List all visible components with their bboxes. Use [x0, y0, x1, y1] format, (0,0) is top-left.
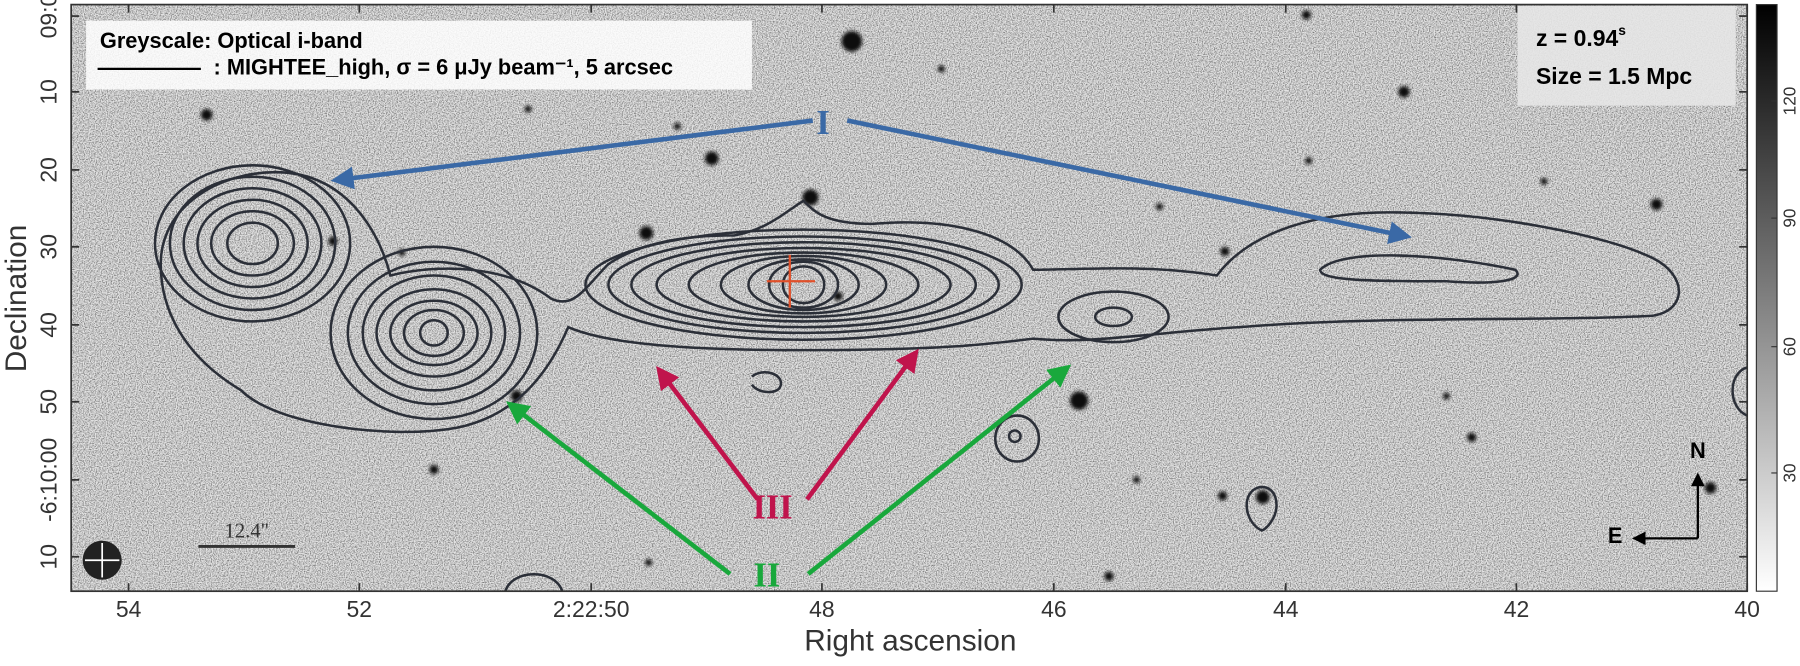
page: Greyscale: Optical i-band : MIGHTEE_high… — [0, 0, 1800, 661]
compass-north: N — [1690, 438, 1706, 463]
star — [1218, 491, 1227, 500]
y-tick-label: 40 — [36, 312, 62, 338]
x-tick-label: 46 — [1041, 596, 1067, 622]
y-tick-label: 50 — [36, 389, 62, 415]
star — [525, 106, 532, 113]
star — [938, 65, 945, 72]
y-tick-label: 09:0 — [36, 0, 62, 38]
y-tick-label: 10 — [36, 544, 62, 570]
sky-image — [71, 5, 1747, 593]
star — [1256, 490, 1270, 504]
star — [1070, 391, 1088, 409]
star — [639, 226, 653, 240]
y-axis-title: Declination — [0, 225, 33, 373]
y-tick-label: 30 — [36, 234, 62, 260]
size: Size = 1.5 Mpc — [1536, 63, 1692, 89]
x-tick-label: 52 — [347, 596, 373, 622]
figure: Greyscale: Optical i-band : MIGHTEE_high… — [0, 0, 1800, 661]
star — [674, 123, 681, 130]
x-tick-label: 40 — [1734, 596, 1760, 622]
colorbar-tick-label: 60 — [1779, 337, 1799, 356]
star — [201, 109, 212, 120]
colorbar — [1756, 5, 1777, 592]
y-tick-label: 20 — [36, 157, 62, 183]
star — [1156, 203, 1163, 210]
legend-greyscale: Greyscale: Optical i-band — [100, 28, 363, 53]
redshift-value: z = 0.94 — [1536, 25, 1618, 51]
star — [429, 465, 438, 474]
star — [841, 31, 862, 52]
star — [1305, 157, 1312, 164]
star — [645, 559, 652, 566]
colorbar-tick-label: 120 — [1779, 87, 1799, 116]
star — [1220, 247, 1229, 256]
x-axis-title: Right ascension — [804, 625, 1016, 658]
annotation-label: III — [752, 489, 792, 527]
scale-bar-label: 12.4" — [225, 520, 270, 542]
compass-east: E — [1608, 523, 1623, 548]
x-tick-label: 2:22:50 — [553, 596, 630, 622]
y-tick-label: 10 — [36, 79, 62, 105]
star — [1443, 393, 1450, 400]
colorbar-tick-label: 90 — [1779, 209, 1799, 228]
star — [1651, 199, 1662, 210]
info-box — [1518, 6, 1736, 106]
legend-contours: : MIGHTEE_high, σ = 6 μJy beam⁻¹, 5 arcs… — [214, 55, 674, 80]
star — [705, 152, 719, 166]
colorbar-tick-label: 30 — [1779, 463, 1799, 482]
redshift: z = 0.94s — [1536, 23, 1626, 52]
x-tick-label: 54 — [116, 596, 142, 622]
redshift-note: s — [1618, 23, 1626, 38]
star — [1705, 482, 1716, 493]
annotation-label: I — [816, 104, 829, 142]
star — [1467, 433, 1476, 442]
x-tick-label: 48 — [809, 596, 835, 622]
annotation-label: II — [753, 556, 780, 594]
x-tick-label: 44 — [1273, 596, 1299, 622]
star — [1398, 86, 1409, 97]
y-tick-label: -6:10:00 — [36, 438, 62, 522]
star — [1133, 476, 1140, 483]
star — [1302, 10, 1311, 19]
star — [1541, 178, 1548, 185]
x-tick-label: 42 — [1504, 596, 1530, 622]
star — [1104, 572, 1113, 581]
